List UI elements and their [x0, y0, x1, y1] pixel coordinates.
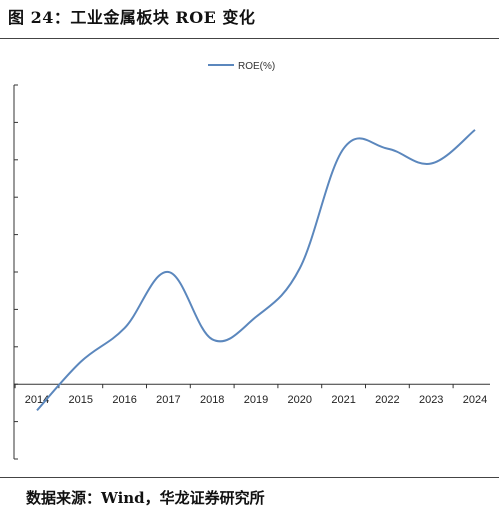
x-ticks [14, 384, 454, 389]
series-line-roe [36, 129, 476, 412]
x-tick-labels: 2014 2015 2016 2017 2018 2019 2020 2021 2022 2023… [25, 394, 487, 406]
x-tick-label: 2017 [156, 394, 180, 406]
x-tick-label: 2019 [244, 394, 268, 406]
figure-title: 图 24：工业金属板块 ROE 变化 [8, 8, 256, 27]
legend-label-roe: ROE(%) [238, 61, 275, 72]
x-tick-label: 2016 [112, 394, 136, 406]
x-tick-label: 2023 [419, 394, 443, 406]
bottom-rule [0, 477, 499, 478]
line-chart: ROE(%) 2014 2015 2016 2017 2018 2019 2020 2021 2… [13, 61, 490, 460]
y-ticks [14, 84, 18, 460]
x-tick-label: 2022 [375, 394, 399, 406]
x-tick-label: 2020 [288, 394, 312, 406]
source-note: 数据来源：Wind，华龙证券研究所 [26, 489, 265, 507]
x-tick-label: 2015 [69, 394, 93, 406]
top-rule [0, 38, 499, 39]
legend: ROE(%) [208, 61, 275, 72]
x-tick-label: 2018 [200, 394, 224, 406]
x-tick-label: 2024 [463, 394, 487, 406]
x-tick-label: 2021 [331, 394, 355, 406]
